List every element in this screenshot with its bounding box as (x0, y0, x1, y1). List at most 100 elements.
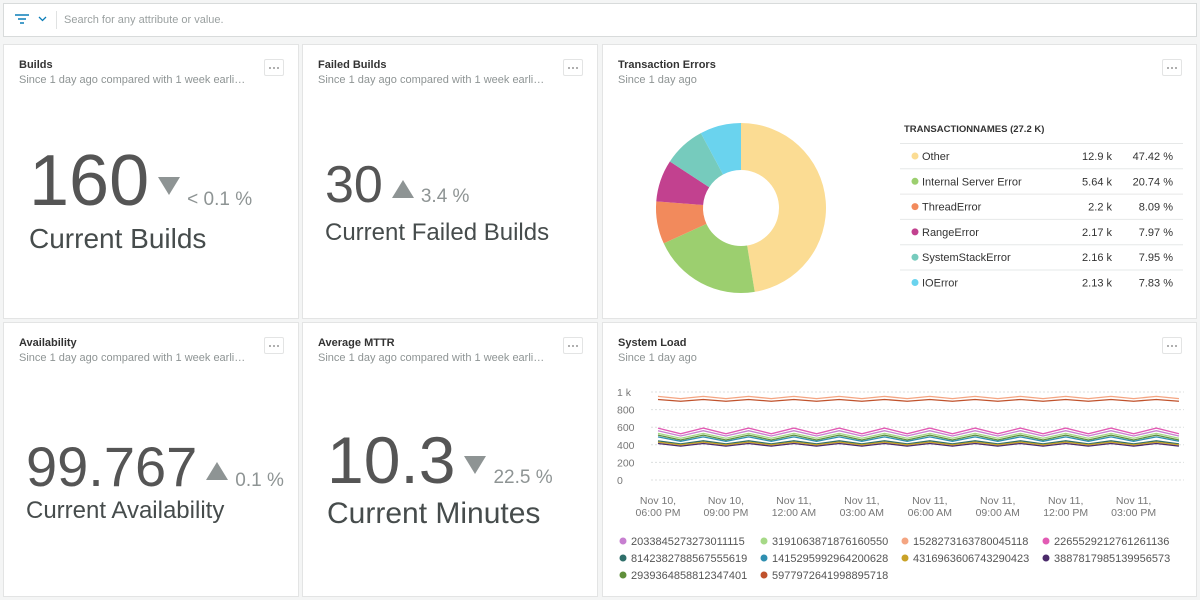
legend-label: 4316963606743290423 (913, 553, 1029, 565)
card-title: Availability (19, 337, 77, 349)
triangle (464, 455, 487, 474)
series-line (657, 436, 1180, 442)
billboard-change: < 0.1 % (187, 189, 253, 210)
dot (1171, 67, 1173, 69)
series-line (657, 441, 1180, 446)
more-icon (568, 67, 578, 69)
dot (277, 345, 279, 347)
dot (269, 67, 271, 69)
y-tick-label: 200 (617, 457, 635, 469)
billboard-change: 3.4 % (420, 186, 470, 207)
legend-dot (619, 554, 627, 562)
legend-dot (911, 253, 919, 261)
legend-dot (901, 554, 909, 562)
y-tick-label: 600 (617, 422, 635, 434)
card-subtitle: Since 1 day ago compared with 1 week ear… (318, 74, 545, 86)
legend-label: 2939364858812347401 (631, 570, 747, 582)
line-chart: 0 200 400 600 800 1 k 2033845273273011115 31910… (617, 387, 1184, 582)
legend-name: ThreadError (922, 202, 982, 214)
legend-dot (911, 203, 919, 211)
series-line (657, 442, 1180, 447)
x-tick-label: Nov 11, 12:00 PM (1043, 495, 1089, 519)
triangle (391, 179, 414, 198)
x-tick-label: Nov 10, 09:00 PM (703, 495, 749, 519)
more-button[interactable] (563, 59, 583, 76)
series-line (657, 427, 1180, 435)
pie-slice (669, 133, 724, 188)
x-tick-label: Nov 11, 12:00 AM (771, 495, 817, 519)
series-line (657, 432, 1180, 439)
legend-count: 12.9 k (1082, 151, 1112, 163)
x-tick-label: Nov 11, 03:00 PM (1111, 495, 1157, 519)
dot (1167, 67, 1169, 69)
legend-dot (911, 152, 919, 160)
card-subtitle: Since 1 day ago compared with 1 week ear… (19, 352, 246, 364)
card-subtitle: Since 1 day ago (618, 352, 697, 364)
dot (576, 67, 578, 69)
billboard-value: 30 (325, 156, 383, 214)
more-icon (1167, 67, 1177, 69)
dot (572, 67, 574, 69)
card-title: System Load (618, 337, 687, 349)
legend-dot (901, 537, 909, 545)
billboard-change: 22.5 % (493, 467, 553, 488)
billboard-change: 0.1 % (235, 470, 284, 491)
legend-name: RangeError (922, 227, 979, 239)
dot (572, 345, 574, 347)
card: Average MTTR Since 1 day ago compared wit… (302, 322, 598, 597)
series-line (657, 440, 1180, 445)
filter-button[interactable] (14, 13, 48, 27)
legend-count: 2.13 k (1082, 278, 1112, 290)
x-tick-label: Nov 10, 06:00 PM (635, 495, 681, 519)
pie-slice (700, 123, 741, 175)
change-arrow (206, 462, 229, 481)
more-button[interactable] (264, 337, 284, 354)
legend-percent: 20.74 % (1133, 176, 1174, 188)
more-button[interactable] (563, 337, 583, 354)
dot (277, 67, 279, 69)
billboard-row: 99.767 0.1 % (26, 439, 284, 495)
legend-dot (619, 537, 627, 545)
legend-label: 2033845273273011115 (631, 536, 745, 548)
more-button[interactable] (1162, 337, 1182, 354)
legend-dot (1042, 554, 1050, 562)
dot (576, 345, 578, 347)
search-bar: Search for any attribute or value. (3, 3, 1197, 37)
dot (269, 345, 271, 347)
legend-percent: 7.97 % (1139, 227, 1173, 239)
dot (1167, 345, 1169, 347)
billboard-label: Current Minutes (327, 497, 541, 530)
legend-name: IOError (922, 278, 958, 290)
card: Transaction Errors Since 1 day ago TRANSAC… (602, 44, 1197, 319)
more-icon (1167, 345, 1177, 347)
billboard-row: 30 3.4 % (325, 159, 469, 211)
series-line (657, 398, 1180, 402)
legend-count: 2.2 k (1088, 202, 1112, 214)
legend-label: 3191063871876160550 (772, 536, 888, 548)
card-title: Transaction Errors (618, 59, 716, 71)
legend-dot (619, 571, 627, 579)
more-button[interactable] (1162, 59, 1182, 76)
dot (568, 345, 570, 347)
billboard-label: Current Builds (29, 223, 207, 254)
legend-count: 5.64 k (1082, 176, 1112, 188)
billboard-value: 99.767 (26, 435, 198, 498)
legend-percent: 47.42 % (1133, 151, 1174, 163)
card-title: Builds (19, 59, 53, 71)
card-subtitle: Since 1 day ago compared with 1 week ear… (19, 74, 246, 86)
legend-dot (911, 228, 919, 236)
triangle (206, 462, 229, 481)
divider (56, 11, 57, 29)
pie-slice (741, 123, 826, 292)
card-subtitle: Since 1 day ago (618, 74, 697, 86)
card: Failed Builds Since 1 day ago compared wi… (302, 44, 598, 319)
pie-slice (656, 201, 707, 244)
series-line (657, 430, 1180, 437)
more-button[interactable] (264, 59, 284, 76)
x-tick-label: Nov 11, 09:00 AM (975, 495, 1020, 519)
search-input[interactable]: Search for any attribute or value. (64, 14, 224, 26)
change-arrow (158, 177, 181, 196)
legend-count: 2.17 k (1082, 227, 1112, 239)
card: Builds Since 1 day ago compared with 1 we… (3, 44, 299, 319)
change-arrow (464, 455, 487, 474)
